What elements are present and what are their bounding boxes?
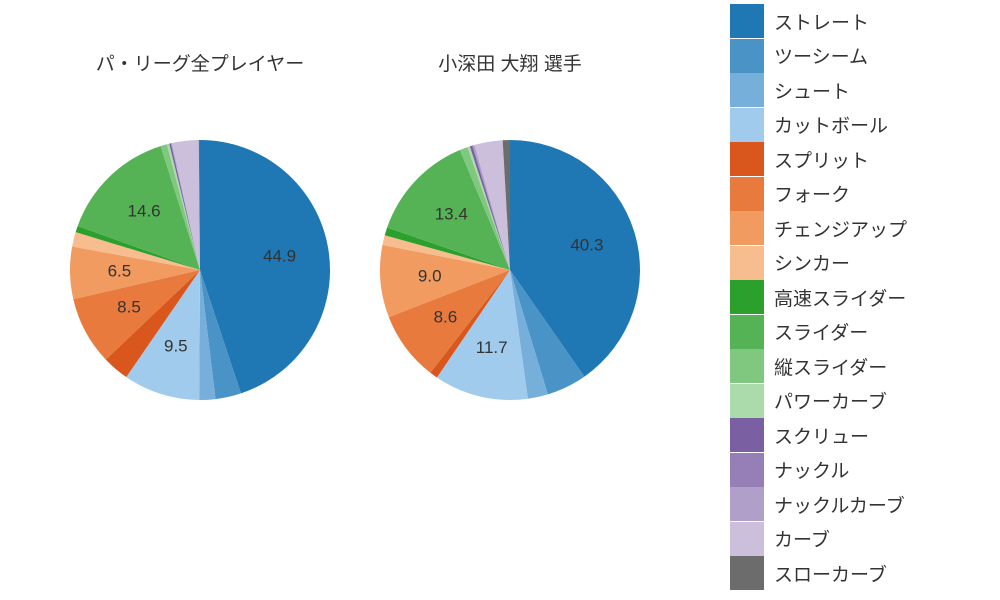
legend-swatch xyxy=(730,522,764,556)
legend-item-knuckle_curve: ナックルカーブ xyxy=(700,487,1000,522)
legend-item-vert_slider: 縦スライダー xyxy=(700,349,1000,384)
legend-label: ナックル xyxy=(774,456,849,483)
pie-charts-svg: パ・リーグ全プレイヤー 44.9 9.5 8.5 6.5 14.6 小深田 大翔 選手 40.… xyxy=(0,0,680,600)
legend-swatch xyxy=(730,4,764,38)
pie-slice-label-player-changeup: 9.0 xyxy=(418,267,442,286)
legend-label: 高速スライダー xyxy=(774,284,906,311)
chart-area: パ・リーグ全プレイヤー 44.9 9.5 8.5 6.5 14.6 小深田 大翔 選手 40.… xyxy=(0,0,680,600)
legend-label: カットボール xyxy=(774,111,888,138)
legend-item-fast_slider: 高速スライダー xyxy=(700,280,1000,315)
legend-label: シンカー xyxy=(774,249,850,276)
legend-swatch xyxy=(730,39,764,73)
legend-swatch xyxy=(730,211,764,245)
pie-slice-label-league-slider: 14.6 xyxy=(128,201,161,220)
legend-item-shoot: シュート xyxy=(700,73,1000,108)
pie-slice-label-league-straight: 44.9 xyxy=(263,247,296,266)
pie-title-player: 小深田 大翔 選手 xyxy=(438,53,582,75)
legend-label: スライダー xyxy=(774,318,868,345)
legend-label: ストレート xyxy=(774,8,869,35)
pie-slice-label-player-slider: 13.4 xyxy=(435,204,468,223)
legend-label: シュート xyxy=(774,77,850,104)
legend-item-split: スプリット xyxy=(700,142,1000,177)
legend-swatch xyxy=(730,280,764,314)
pie-title-league: パ・リーグ全プレイヤー xyxy=(96,53,304,75)
pie-slice-label-league-cutball: 9.5 xyxy=(164,336,188,355)
legend-item-fork: フォーク xyxy=(700,177,1000,212)
pie-slice-label-player-cutball: 11.7 xyxy=(476,338,508,357)
pie-slice-label-player-straight: 40.3 xyxy=(570,235,603,254)
legend-label: カーブ xyxy=(774,525,830,552)
legend-label: ナックルカーブ xyxy=(774,491,905,518)
legend-swatch xyxy=(730,108,764,142)
legend-item-knuckle: ナックル xyxy=(700,453,1000,488)
legend-item-changeup: チェンジアップ xyxy=(700,211,1000,246)
legend-swatch xyxy=(730,349,764,383)
legend-swatch xyxy=(730,315,764,349)
legend-swatch xyxy=(730,142,764,176)
legend-swatch xyxy=(730,384,764,418)
pie-slice-label-league-changeup: 6.5 xyxy=(108,261,132,280)
legend-item-straight: ストレート xyxy=(700,4,1000,39)
legend-item-cutball: カットボール xyxy=(700,108,1000,143)
pie-slice-label-player-fork: 8.6 xyxy=(434,308,458,327)
legend-swatch xyxy=(730,246,764,280)
legend-swatch xyxy=(730,177,764,211)
legend-item-screw: スクリュー xyxy=(700,418,1000,453)
legend-swatch xyxy=(730,453,764,487)
legend-label: 縦スライダー xyxy=(774,353,887,380)
legend: ストレートツーシームシュートカットボールスプリットフォークチェンジアップシンカー… xyxy=(700,0,1000,600)
legend-swatch xyxy=(730,73,764,107)
legend-item-slider: スライダー xyxy=(700,315,1000,350)
pie-slice-label-league-fork: 8.5 xyxy=(117,298,141,317)
legend-item-slow_curve: スローカーブ xyxy=(700,556,1000,591)
legend-item-two_seam: ツーシーム xyxy=(700,39,1000,74)
legend-label: ツーシーム xyxy=(774,42,868,69)
legend-swatch xyxy=(730,487,764,521)
legend-label: スローカーブ xyxy=(774,560,887,587)
legend-item-power_curve: パワーカーブ xyxy=(700,384,1000,419)
legend-item-sinker: シンカー xyxy=(700,246,1000,281)
legend-swatch xyxy=(730,556,764,590)
legend-label: パワーカーブ xyxy=(774,387,887,414)
legend-label: スプリット xyxy=(774,146,869,173)
figure: パ・リーグ全プレイヤー 44.9 9.5 8.5 6.5 14.6 小深田 大翔 選手 40.… xyxy=(0,0,1000,600)
legend-item-curve: カーブ xyxy=(700,522,1000,557)
legend-label: フォーク xyxy=(774,180,850,207)
legend-label: チェンジアップ xyxy=(774,215,907,242)
legend-swatch xyxy=(730,418,764,452)
legend-label: スクリュー xyxy=(774,422,869,449)
